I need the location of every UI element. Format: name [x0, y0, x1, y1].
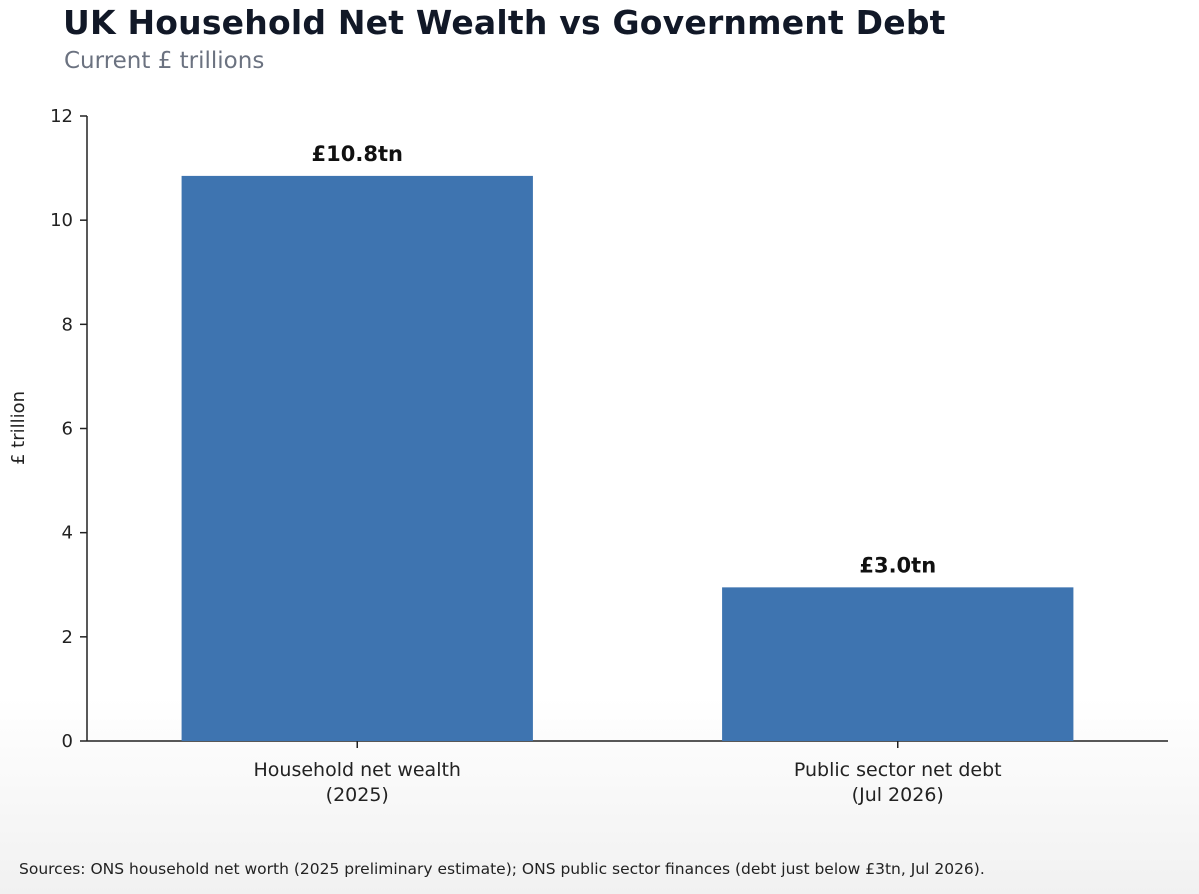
bars	[181, 175, 1074, 742]
chart-title: UK Household Net Wealth vs Government De…	[63, 3, 946, 42]
x-axis: Household net wealth (2025) Public sector …	[87, 740, 1168, 806]
y-tick-label: 10	[50, 210, 73, 231]
sources-note: Sources: ONS household net worth (2025 p…	[19, 860, 985, 878]
y-tick-label: 4	[62, 523, 73, 544]
bar	[722, 587, 1074, 741]
y-tick-label: 2	[62, 627, 73, 648]
bar	[181, 175, 533, 742]
y-tick-label: 12	[50, 106, 73, 127]
y-tick-label: 6	[62, 419, 73, 440]
bar-value-label: £10.8tn	[312, 142, 403, 166]
y-axis-label: £ trillion	[8, 391, 29, 465]
y-axis: 0 2 4 6 8 10 12	[50, 106, 88, 752]
data-labels: £10.8tn £3.0tn	[312, 142, 937, 577]
bar-value-label: £3.0tn	[859, 553, 936, 577]
x-tick-label: Household net wealth (2025)	[254, 759, 461, 806]
x-tick-label: Public sector net debt (Jul 2026)	[794, 759, 1002, 806]
y-tick-label: 8	[62, 314, 73, 335]
chart-subtitle: Current £ trillions	[64, 48, 265, 74]
y-tick-label: 0	[62, 731, 73, 752]
